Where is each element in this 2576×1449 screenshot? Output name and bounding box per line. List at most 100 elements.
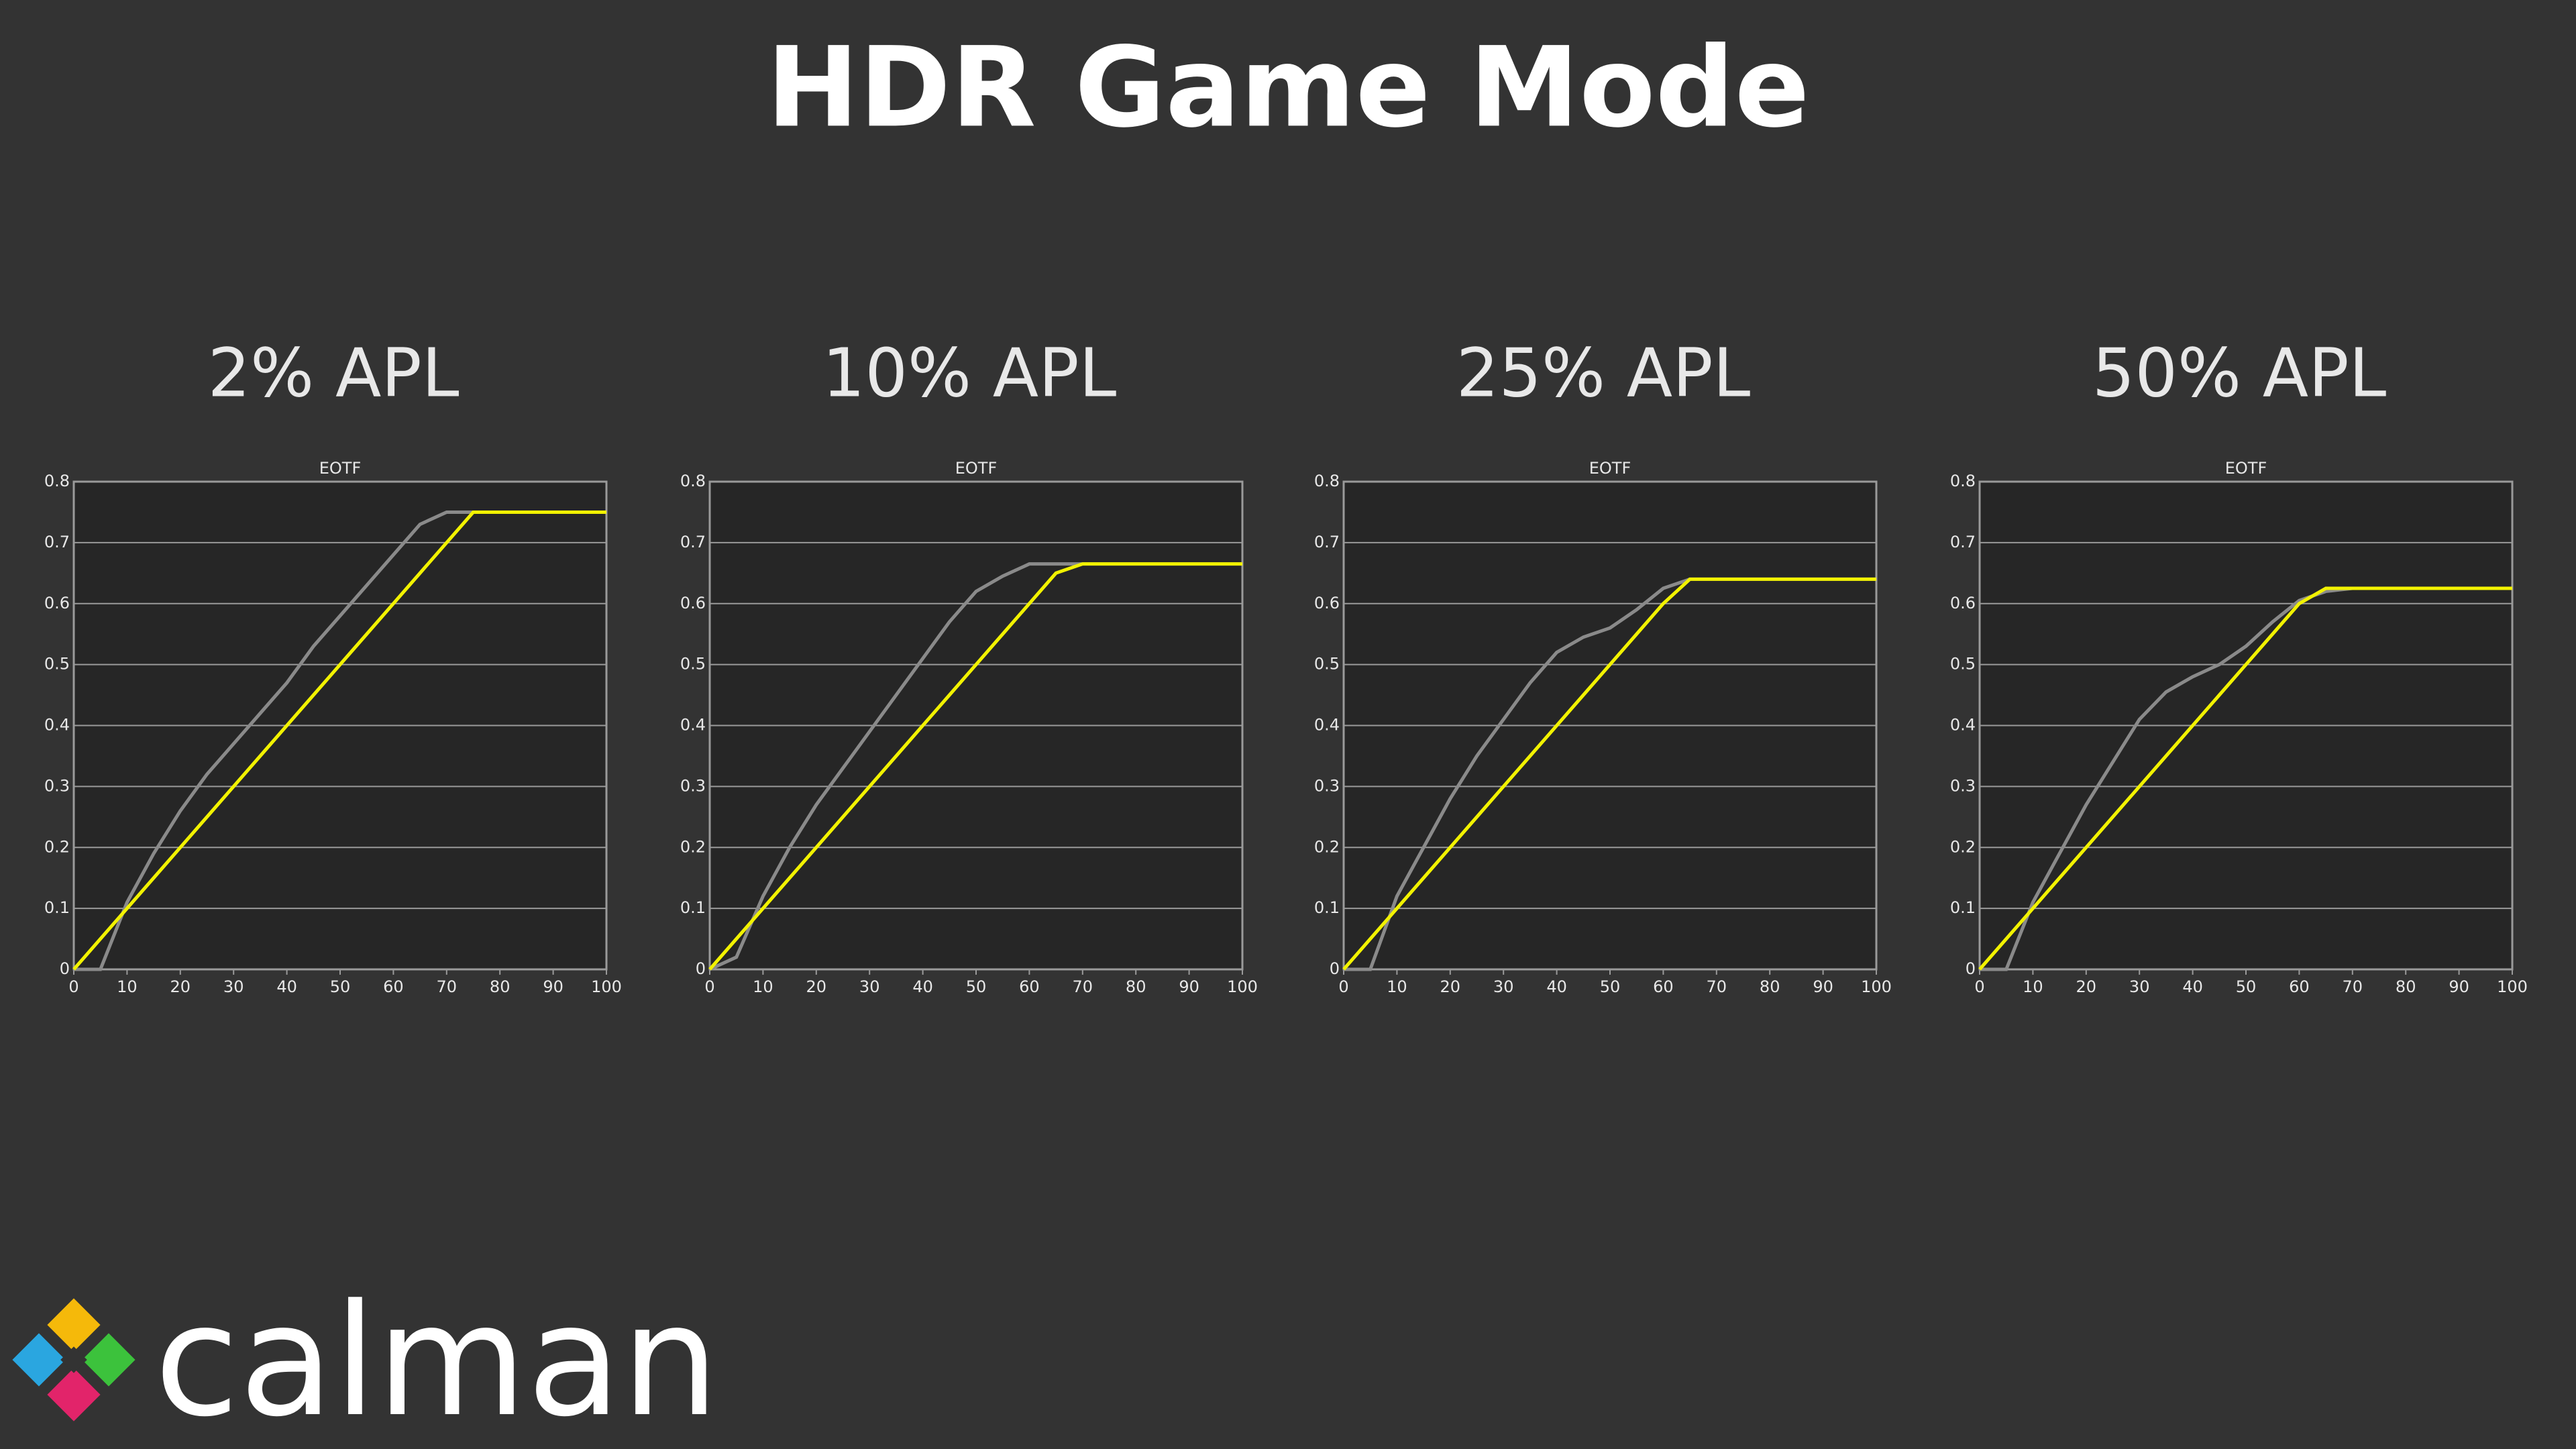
x-tick-label: 30 — [2129, 977, 2150, 996]
y-tick-label: 0.5 — [44, 655, 70, 674]
data-line — [1978, 586, 2512, 971]
page-title: HDR Game Mode — [766, 23, 1809, 152]
y-tick-label: 0.3 — [1314, 776, 1340, 795]
x-tick-label: 80 — [490, 977, 511, 996]
y-tick-label: 0.4 — [44, 716, 70, 735]
y-tick-label: 0.1 — [680, 898, 706, 917]
x-tick-label: 40 — [1546, 977, 1567, 996]
y-tick-label: 0.2 — [1314, 837, 1340, 856]
data-line — [72, 510, 606, 971]
y-tick-label: 0.6 — [680, 594, 706, 612]
x-tick-label: 80 — [1760, 977, 1780, 996]
x-tick-label: 40 — [912, 977, 933, 996]
y-tick-label: 0.3 — [680, 776, 706, 795]
chart-title: EOTF — [955, 459, 998, 478]
y-tick-label: 0.7 — [680, 533, 706, 551]
x-tick-label: 0 — [1974, 977, 1984, 996]
x-tick-label: 100 — [591, 977, 622, 996]
x-tick-label: 70 — [1073, 977, 1093, 996]
y-tick-label: 0 — [60, 959, 70, 978]
plot-frame — [1342, 480, 1878, 971]
plot-frame — [1978, 480, 2514, 971]
x-tick-label: 10 — [1387, 977, 1407, 996]
y-tick-label: 0.2 — [44, 837, 70, 856]
x-tick-label: 30 — [223, 977, 244, 996]
x-tick-label: 10 — [2023, 977, 2043, 996]
x-tick-label: 70 — [1707, 977, 1727, 996]
panel-title: 10% APL — [822, 333, 1117, 412]
x-tick-label: 0 — [1338, 977, 1348, 996]
x-tick-label: 90 — [2449, 977, 2469, 996]
plot-frame — [708, 480, 1244, 971]
x-tick-label: 10 — [753, 977, 773, 996]
y-tick-label: 0.8 — [1950, 472, 1976, 490]
y-tick-label: 0.2 — [680, 837, 706, 856]
y-tick-label: 0 — [696, 959, 706, 978]
y-tick-label: 0.1 — [44, 898, 70, 917]
data-line — [708, 562, 1242, 971]
panel-title: 25% APL — [1456, 333, 1751, 412]
y-tick-label: 0.7 — [1950, 533, 1976, 551]
x-tick-label: 100 — [2497, 977, 2528, 996]
y-tick-label: 0 — [1330, 959, 1340, 978]
x-tick-label: 60 — [1653, 977, 1674, 996]
y-tick-label: 0.8 — [44, 472, 70, 490]
x-tick-label: 80 — [1126, 977, 1146, 996]
y-tick-label: 0.4 — [1314, 716, 1340, 735]
y-tick-label: 0.5 — [1950, 655, 1976, 674]
x-tick-label: 90 — [543, 977, 564, 996]
y-tick-label: 0.5 — [680, 655, 706, 674]
x-tick-label: 70 — [437, 977, 458, 996]
chart-title: EOTF — [319, 459, 362, 478]
y-tick-label: 0.8 — [1314, 472, 1340, 490]
x-tick-label: 60 — [1019, 977, 1040, 996]
x-tick-label: 80 — [2396, 977, 2416, 996]
y-tick-label: 0.8 — [680, 472, 706, 490]
x-tick-label: 20 — [1440, 977, 1461, 996]
chart-title: EOTF — [2225, 459, 2267, 478]
y-tick-label: 0.7 — [44, 533, 70, 551]
x-tick-label: 60 — [2289, 977, 2310, 996]
y-tick-label: 0.1 — [1314, 898, 1340, 917]
y-tick-label: 0.4 — [1950, 716, 1976, 735]
y-tick-label: 0.3 — [1950, 776, 1976, 795]
x-tick-label: 50 — [330, 977, 351, 996]
panel-title: 2% APL — [208, 333, 460, 412]
x-tick-label: 10 — [117, 977, 138, 996]
x-tick-label: 60 — [383, 977, 404, 996]
x-tick-label: 20 — [170, 977, 191, 996]
chart-title: EOTF — [1589, 459, 1631, 478]
x-tick-label: 90 — [1813, 977, 1833, 996]
x-tick-label: 100 — [1227, 977, 1258, 996]
y-tick-label: 0 — [1966, 959, 1976, 978]
y-tick-label: 0.6 — [44, 594, 70, 612]
y-tick-label: 0.2 — [1950, 837, 1976, 856]
x-tick-label: 50 — [1600, 977, 1621, 996]
x-tick-label: 20 — [806, 977, 827, 996]
x-tick-label: 40 — [276, 977, 297, 996]
data-line — [1342, 577, 1876, 971]
logo-text: calman — [154, 1272, 719, 1449]
x-tick-label: 30 — [1493, 977, 1514, 996]
panel-title: 50% APL — [2092, 333, 2387, 412]
x-tick-label: 70 — [2343, 977, 2363, 996]
y-tick-label: 0.3 — [44, 776, 70, 795]
x-tick-label: 40 — [2182, 977, 2203, 996]
x-tick-label: 30 — [859, 977, 880, 996]
x-tick-label: 100 — [1861, 977, 1892, 996]
x-tick-label: 50 — [966, 977, 987, 996]
logo-icon — [12, 1298, 136, 1421]
y-tick-label: 0.4 — [680, 716, 706, 735]
y-tick-label: 0.6 — [1950, 594, 1976, 612]
y-tick-label: 0.7 — [1314, 533, 1340, 551]
y-tick-label: 0.6 — [1314, 594, 1340, 612]
x-tick-label: 90 — [1179, 977, 1199, 996]
x-tick-label: 0 — [704, 977, 714, 996]
y-tick-label: 0.1 — [1950, 898, 1976, 917]
plot-frame — [72, 480, 608, 971]
y-tick-label: 0.5 — [1314, 655, 1340, 674]
x-tick-label: 20 — [2076, 977, 2097, 996]
x-tick-label: 50 — [2236, 977, 2257, 996]
x-tick-label: 0 — [68, 977, 78, 996]
